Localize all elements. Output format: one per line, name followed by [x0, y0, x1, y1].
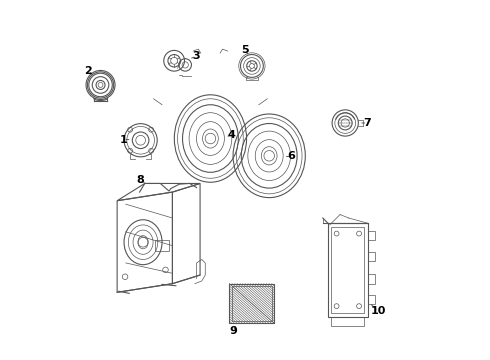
Text: 8: 8: [137, 175, 145, 185]
Text: 1: 1: [120, 135, 127, 145]
Bar: [368, 231, 375, 240]
Text: 6: 6: [287, 152, 295, 162]
Text: 7: 7: [364, 118, 371, 128]
Bar: [331, 316, 364, 326]
Text: 4: 4: [228, 130, 236, 140]
Bar: [331, 227, 364, 313]
Bar: [368, 295, 375, 305]
Bar: [328, 223, 368, 316]
Bar: [232, 287, 271, 321]
Text: 5: 5: [241, 45, 249, 55]
Bar: [368, 274, 375, 284]
Text: 2: 2: [84, 66, 92, 76]
Bar: [229, 284, 274, 323]
Bar: [155, 240, 169, 251]
Bar: [368, 252, 375, 261]
Text: 9: 9: [229, 327, 237, 336]
Text: 3: 3: [193, 51, 200, 61]
Text: 10: 10: [370, 306, 386, 316]
